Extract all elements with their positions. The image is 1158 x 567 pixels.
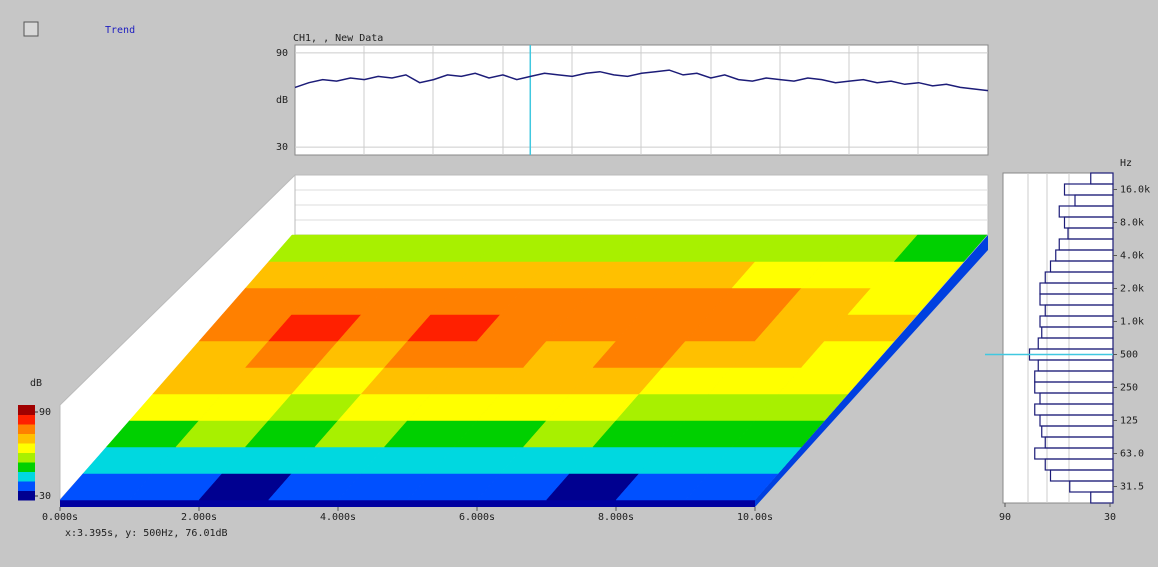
y-tick-label: 2.0k [1120, 284, 1144, 295]
colorbar-swatch [18, 472, 35, 482]
x-tick-label: 2.000s [181, 512, 217, 523]
colorbar-tick-label: 90 [39, 407, 51, 418]
trend-title: CH1, , New Data [293, 33, 383, 44]
colorbar-swatch [18, 434, 35, 444]
colorbar-swatch [18, 462, 35, 472]
colorbar-swatch [18, 415, 35, 425]
colorbar-label: dB [30, 378, 42, 389]
y-tick-label: 500 [1120, 350, 1138, 361]
colorbar-swatch [18, 481, 35, 491]
y-tick-label: 1.0k [1120, 317, 1144, 328]
x-tick-label: 30 [1104, 512, 1116, 523]
y-tick-label: 31.5 [1120, 482, 1144, 493]
front-edge [60, 500, 755, 507]
status-readout: x:3.395s, y: 500Hz, 76.01dB [65, 528, 228, 539]
colorbar-tick-label: 30 [39, 491, 51, 502]
x-tick-label: 0.000s [42, 512, 78, 523]
app-window: Trend CH1, , New Data dB dB Hz 30 90 0.000… [0, 0, 1158, 567]
x-tick-label: 8.000s [598, 512, 634, 523]
y-tick-label: 16.0k [1120, 185, 1150, 196]
y-tick-label: 250 [1120, 383, 1138, 394]
y-tick-label: 8.0k [1120, 218, 1144, 229]
page: Trend CH1, , New Data dB dB Hz 30 90 0.000… [0, 0, 1158, 567]
colorbar-swatch [18, 424, 35, 434]
y-tick-label: 90 [276, 48, 288, 59]
x-tick-label: 10.00s [737, 512, 773, 523]
trend-y-label: dB [276, 95, 288, 106]
colorbar-swatch [18, 443, 35, 453]
y-tick-label: 30 [276, 142, 288, 153]
colorbar-swatch [18, 405, 35, 415]
x-tick-label: 90 [999, 512, 1011, 523]
y-tick-label: 4.0k [1120, 251, 1144, 262]
y-tick-label: 63.0 [1120, 449, 1144, 460]
menu-icon[interactable] [24, 22, 38, 36]
window-title: Trend [105, 25, 135, 36]
x-tick-label: 4.000s [320, 512, 356, 523]
x-tick-label: 6.000s [459, 512, 495, 523]
colorbar-swatch [18, 491, 35, 501]
y-tick-label: 125 [1120, 416, 1138, 427]
spectrum-unit: Hz [1120, 158, 1132, 169]
colorbar-swatch [18, 453, 35, 463]
